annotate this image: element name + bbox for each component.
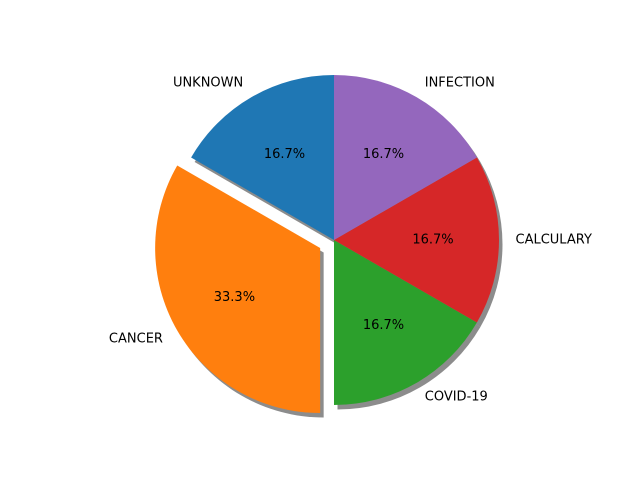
pie-slice-calculary — [334, 157, 499, 323]
pie-slice-covid-19 — [334, 240, 477, 405]
pct-label-calculary: 16.7% — [412, 233, 453, 248]
category-label-cancer: CANCER — [109, 331, 163, 346]
pct-label-cancer: 33.3% — [214, 290, 255, 305]
pct-label-unknown: 16.7% — [264, 147, 305, 162]
pct-label-infection: 16.7% — [363, 147, 404, 162]
slices — [155, 75, 499, 413]
category-label-infection: INFECTION — [425, 75, 495, 90]
pie-slice-unknown — [191, 75, 334, 240]
labels: 16.7% UNKNOWN 33.3% CANCER 16.7% COVID-19 16.7… — [109, 75, 592, 404]
category-label-unknown: UNKNOWN — [173, 75, 243, 90]
category-label-covid-19: COVID-19 — [425, 390, 488, 405]
pie-slice-infection — [334, 75, 477, 240]
pie-slice-cancer — [155, 165, 321, 413]
category-label-calculary: CALCULARY — [516, 233, 592, 248]
pct-label-covid-19: 16.7% — [363, 318, 404, 333]
